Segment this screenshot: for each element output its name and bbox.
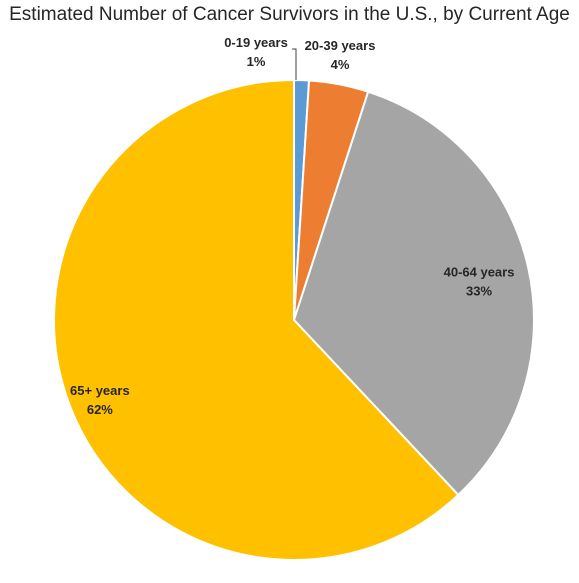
slice-category-label: 0-19 years xyxy=(224,35,288,50)
slice-category-label: 20-39 years xyxy=(305,38,376,53)
leader-lines xyxy=(292,48,297,80)
slice-category-label: 40-64 years xyxy=(444,265,515,280)
slice-value-label: 33% xyxy=(466,284,492,299)
slice-category-label: 65+ years xyxy=(70,383,130,398)
chart-title: Estimated Number of Cancer Survivors in … xyxy=(9,4,570,25)
slice-value-label: 1% xyxy=(247,54,266,69)
slice-value-label: 4% xyxy=(331,57,350,72)
slice-labels: 0-19 years 1% 20-39 years 4% 40-64 years 33% 6… xyxy=(70,35,514,417)
slice-value-label: 62% xyxy=(87,402,113,417)
pie-slice-65-years xyxy=(53,78,460,561)
pie-slice-40-64-years xyxy=(292,90,535,497)
pie-slices xyxy=(53,78,535,561)
leader-line xyxy=(292,48,297,80)
